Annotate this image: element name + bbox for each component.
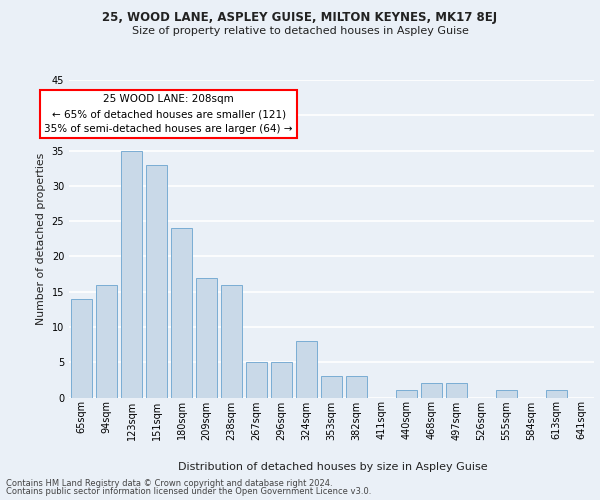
Bar [171, 228, 192, 398]
Bar [71, 298, 92, 398]
Bar [121, 150, 142, 398]
Bar [421, 384, 442, 398]
Bar [321, 376, 342, 398]
Bar [296, 341, 317, 398]
Text: Contains HM Land Registry data © Crown copyright and database right 2024.: Contains HM Land Registry data © Crown c… [6, 478, 332, 488]
Bar [446, 384, 467, 398]
Text: Distribution of detached houses by size in Aspley Guise: Distribution of detached houses by size … [178, 462, 488, 472]
Bar [271, 362, 292, 398]
Text: Contains public sector information licensed under the Open Government Licence v3: Contains public sector information licen… [6, 487, 371, 496]
Text: Size of property relative to detached houses in Aspley Guise: Size of property relative to detached ho… [131, 26, 469, 36]
Text: 25, WOOD LANE, ASPLEY GUISE, MILTON KEYNES, MK17 8EJ: 25, WOOD LANE, ASPLEY GUISE, MILTON KEYN… [103, 11, 497, 24]
Text: 25 WOOD LANE: 208sqm
← 65% of detached houses are smaller (121)
35% of semi-deta: 25 WOOD LANE: 208sqm ← 65% of detached h… [44, 94, 293, 134]
Bar [96, 284, 117, 398]
Bar [546, 390, 567, 398]
Bar [246, 362, 267, 398]
Bar [146, 164, 167, 398]
Bar [396, 390, 417, 398]
Bar [346, 376, 367, 398]
Y-axis label: Number of detached properties: Number of detached properties [36, 152, 46, 325]
Bar [196, 278, 217, 398]
Bar [221, 284, 242, 398]
Bar [496, 390, 517, 398]
